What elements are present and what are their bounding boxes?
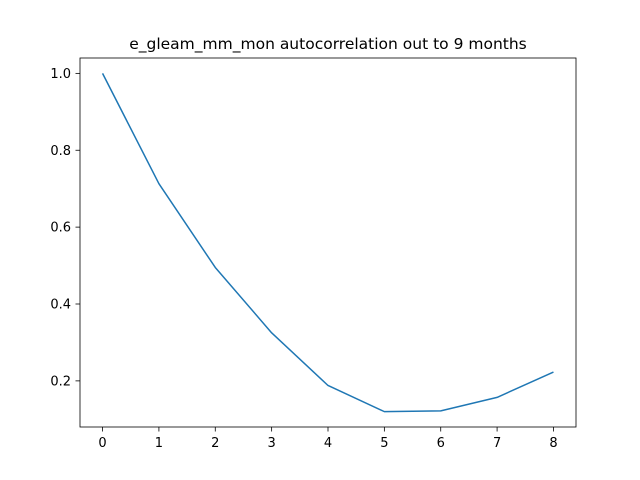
x-tick-label: 7 xyxy=(493,436,501,451)
y-tick-label: 0.6 xyxy=(50,221,71,236)
x-tick-label: 5 xyxy=(380,436,388,451)
x-tick-label: 1 xyxy=(155,436,163,451)
x-tick-label: 8 xyxy=(549,436,557,451)
y-tick-label: 1.0 xyxy=(50,67,71,82)
y-axis: 0.2 0.4 0.6 0.8 1.0 xyxy=(50,67,80,389)
x-tick-label: 0 xyxy=(98,436,106,451)
y-tick-label: 0.4 xyxy=(50,298,71,313)
x-axis: 0 1 2 3 4 5 6 7 8 xyxy=(98,427,558,451)
y-tick-label: 0.2 xyxy=(50,374,71,389)
series-layer xyxy=(101,73,554,413)
x-tick-label: 4 xyxy=(324,436,332,451)
plot-area-frame xyxy=(79,57,577,428)
series-line-0 xyxy=(101,73,554,413)
x-tick-label: 6 xyxy=(437,436,445,451)
x-tick-label: 2 xyxy=(211,436,219,451)
chart-title: e_gleam_mm_mon autocorrelation out to 9 … xyxy=(129,35,527,54)
x-tick-label: 3 xyxy=(267,436,275,451)
y-tick-label: 0.8 xyxy=(50,144,71,159)
